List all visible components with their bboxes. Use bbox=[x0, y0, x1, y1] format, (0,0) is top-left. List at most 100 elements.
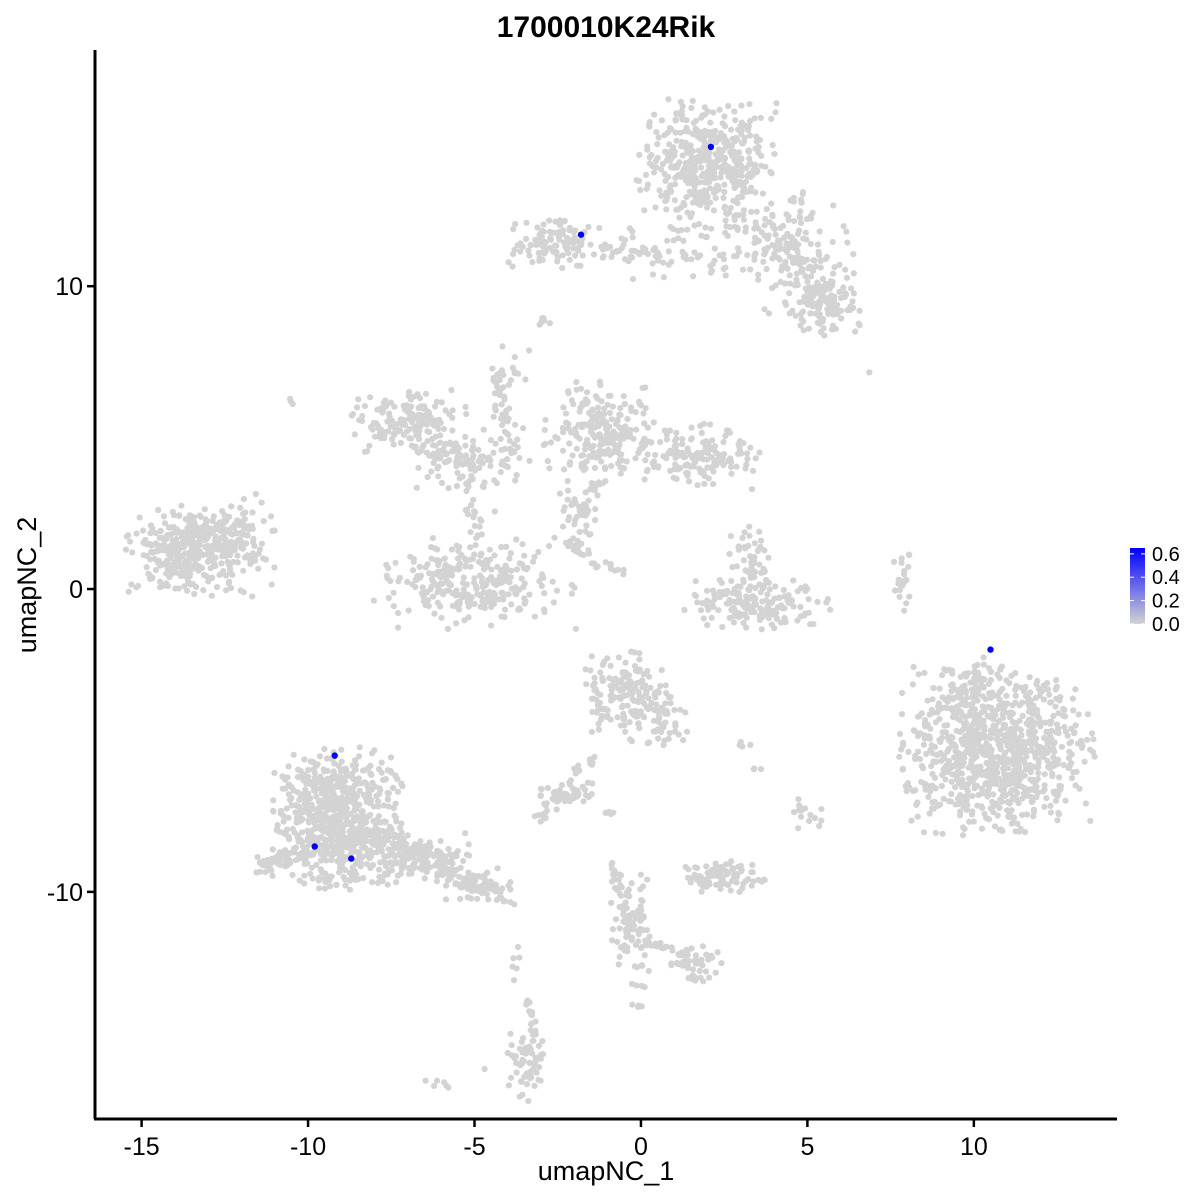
cell-point bbox=[668, 960, 675, 967]
cell-point bbox=[957, 808, 964, 815]
cell-point bbox=[803, 256, 811, 263]
cell-point bbox=[698, 197, 705, 204]
cell-point bbox=[740, 216, 748, 223]
cell-point bbox=[627, 426, 634, 434]
cell-point bbox=[796, 299, 803, 306]
cell-point bbox=[289, 871, 296, 879]
cell-point bbox=[1027, 689, 1034, 696]
cell-point bbox=[901, 577, 908, 584]
cell-point bbox=[170, 523, 177, 531]
cell-point bbox=[736, 888, 743, 896]
cell-point bbox=[279, 785, 286, 792]
cell-point bbox=[223, 587, 230, 594]
cell-point bbox=[775, 246, 782, 253]
cell-point bbox=[671, 706, 678, 714]
cell-point bbox=[566, 798, 574, 805]
cell-point bbox=[1052, 797, 1059, 805]
cell-point bbox=[616, 411, 623, 418]
cell-point bbox=[385, 594, 392, 602]
cell-point bbox=[961, 754, 968, 761]
cell-point bbox=[425, 603, 432, 610]
cell-point bbox=[122, 546, 130, 553]
cell-point bbox=[956, 716, 963, 724]
cell-point bbox=[434, 557, 441, 564]
cell-point bbox=[746, 523, 753, 530]
cell-point bbox=[704, 108, 712, 115]
cell-point bbox=[221, 512, 228, 519]
cell-point bbox=[941, 722, 948, 729]
cell-point bbox=[590, 406, 597, 413]
cell-point bbox=[189, 562, 196, 569]
cell-point bbox=[516, 454, 523, 461]
cell-point bbox=[578, 240, 585, 247]
cell-point bbox=[328, 774, 335, 781]
cell-point bbox=[540, 606, 548, 613]
cell-point bbox=[564, 487, 572, 494]
cell-point bbox=[547, 236, 555, 243]
cell-point bbox=[683, 256, 690, 263]
cell-point bbox=[609, 937, 616, 944]
cell-point bbox=[422, 390, 430, 397]
cell-point bbox=[698, 429, 705, 437]
cell-point bbox=[498, 613, 505, 620]
cell-point bbox=[550, 229, 557, 236]
cell-point bbox=[610, 809, 617, 816]
cell-point bbox=[799, 190, 807, 198]
cell-point bbox=[601, 411, 608, 418]
cell-point bbox=[643, 927, 651, 934]
cell-point bbox=[561, 466, 568, 473]
cell-point bbox=[164, 557, 171, 564]
cell-point bbox=[409, 581, 416, 588]
cell-point bbox=[796, 213, 803, 220]
cell-point bbox=[952, 784, 959, 791]
cell-point bbox=[916, 756, 924, 763]
cell-point bbox=[414, 449, 421, 456]
cell-point bbox=[642, 682, 649, 689]
cell-point bbox=[672, 129, 679, 136]
cell-point bbox=[586, 531, 593, 538]
cell-point bbox=[1026, 674, 1033, 681]
cell-point bbox=[382, 871, 389, 878]
cell-point bbox=[525, 1098, 532, 1105]
cell-point bbox=[749, 467, 757, 474]
cell-point bbox=[522, 376, 529, 383]
cell-point bbox=[685, 874, 692, 881]
cell-point bbox=[756, 612, 763, 619]
cell-point bbox=[982, 696, 989, 703]
cell-point bbox=[1051, 748, 1058, 755]
cell-point bbox=[551, 534, 558, 541]
cell-point bbox=[505, 591, 512, 598]
cell-point bbox=[609, 403, 617, 410]
cell-point bbox=[1044, 686, 1051, 693]
cell-point bbox=[251, 542, 258, 550]
cell-point bbox=[717, 880, 724, 887]
cell-point bbox=[188, 534, 195, 542]
cell-point bbox=[388, 859, 395, 866]
cell-point bbox=[919, 765, 927, 772]
cell-point bbox=[286, 395, 294, 402]
cell-point bbox=[688, 153, 695, 160]
cell-point bbox=[163, 570, 170, 577]
cell-point bbox=[128, 581, 135, 588]
cell-point bbox=[324, 804, 331, 811]
cell-point bbox=[359, 854, 366, 861]
cell-point bbox=[492, 440, 499, 447]
cell-point bbox=[954, 755, 961, 763]
cell-point bbox=[644, 143, 651, 150]
cell-point bbox=[378, 769, 385, 776]
cell-point bbox=[471, 575, 478, 582]
cell-point bbox=[414, 429, 421, 436]
cell-point bbox=[994, 671, 1001, 678]
cell-point bbox=[551, 788, 559, 795]
cell-point bbox=[816, 311, 823, 318]
cell-point bbox=[750, 878, 757, 885]
cell-point bbox=[774, 604, 781, 611]
cell-point bbox=[701, 138, 708, 146]
cell-point bbox=[624, 684, 631, 691]
cell-point bbox=[670, 237, 677, 244]
cell-point bbox=[710, 480, 717, 488]
cell-point bbox=[511, 354, 518, 361]
cell-point bbox=[648, 699, 655, 707]
cell-point bbox=[342, 853, 349, 861]
cell-point bbox=[580, 798, 587, 805]
